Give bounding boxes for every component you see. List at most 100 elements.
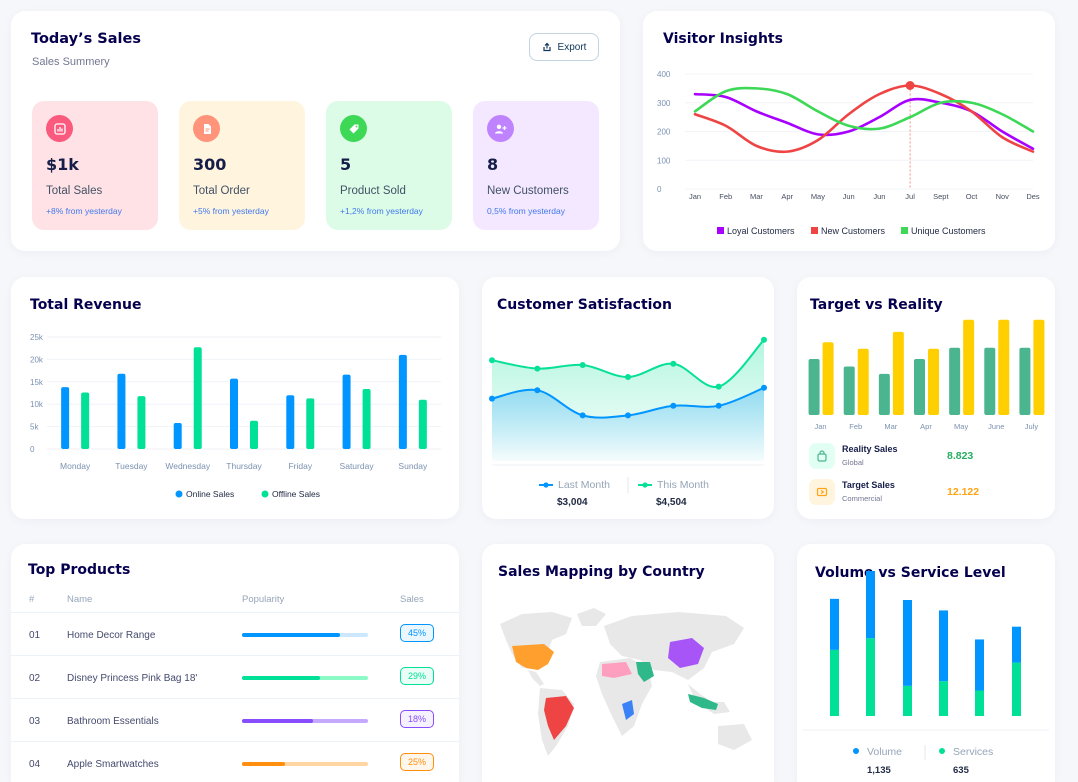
stat-label: New Customers: [487, 185, 569, 197]
y-tick-label: 20k: [30, 355, 44, 364]
stat-total-order: 300 Total Order +5% from yesterday: [179, 101, 305, 230]
legend-label: New Customers: [821, 226, 886, 236]
data-point: [489, 395, 495, 402]
stat-new-customers: 8 New Customers 0,5% from yesterday: [473, 101, 599, 230]
row-number: 02: [29, 673, 41, 684]
series-line: [693, 84, 1035, 154]
stacked-bar-segment: [975, 690, 984, 716]
stacked-bar-segment: [939, 681, 948, 716]
target-vs-reality-card: Target vs Reality Jan Feb Mar Apr May June Jul…: [797, 277, 1055, 519]
stat-change: +1,2% from yesterday: [340, 206, 423, 216]
target-vs-reality-chart: Jan Feb Mar Apr May June July: [808, 319, 1045, 431]
popularity-bar: [242, 719, 368, 723]
volume-service-card: Volume vs Service Level Volume 1,135 Servi…: [797, 544, 1055, 782]
x-tick-label: Apr: [920, 422, 932, 431]
legend-label: Online Sales: [186, 489, 234, 499]
x-tick-label: Friday: [288, 461, 312, 471]
stacked-bar-segment: [866, 571, 875, 639]
stat-label: Total Sales: [46, 185, 103, 197]
stat-change: +8% from yesterday: [46, 206, 122, 216]
legend-dot: [642, 482, 648, 488]
table-row[interactable]: 02 Disney Princess Pink Bag 18' 29%: [11, 655, 459, 697]
legend-dot: [939, 748, 945, 754]
row-number: 01: [29, 630, 41, 641]
africa-pink-region: [602, 662, 632, 678]
highlight-point: [905, 81, 915, 90]
legend-dot: [175, 490, 183, 498]
product-name: Apple Smartwatches: [67, 759, 159, 770]
bar: [998, 319, 1010, 415]
stat-value: $1k: [46, 155, 79, 174]
col-header-popularity: Popularity: [242, 594, 285, 605]
stacked-bar-segment: [1012, 626, 1021, 663]
stacked-bar-segment: [1012, 662, 1021, 716]
x-tick-label: Oct: [966, 192, 979, 201]
stat-label: Product Sold: [340, 185, 406, 197]
legend-dot: [543, 482, 549, 488]
bar: [61, 387, 70, 449]
x-tick-label: Mar: [884, 422, 897, 431]
x-tick-label: Jan: [815, 422, 827, 431]
y-tick-label: 25k: [30, 333, 44, 342]
bar: [230, 378, 238, 449]
popularity-bar: [242, 762, 368, 766]
popularity-bar: [242, 633, 368, 637]
stat-change: +5% from yesterday: [193, 206, 269, 216]
bar: [949, 347, 961, 415]
table-row[interactable]: 04 Apple Smartwatches 25%: [11, 741, 459, 782]
legend-label: This Month: [657, 479, 709, 491]
bar: [1033, 319, 1045, 415]
bar: [892, 331, 904, 415]
sales-badge: 25%: [400, 753, 434, 771]
stacked-bar-segment: [830, 649, 839, 716]
reality-sales-title: Reality Sales: [842, 444, 898, 454]
data-point: [670, 402, 677, 409]
legend-value: $3,004: [557, 497, 588, 508]
stat-label: Total Order: [193, 185, 250, 197]
x-tick-label: Mar: [750, 192, 763, 201]
bar: [928, 348, 939, 415]
reality-sales-value: 8.823: [947, 450, 974, 462]
bar: [306, 398, 315, 449]
legend-label: Unique Customers: [911, 226, 986, 236]
x-tick-label: July: [1025, 422, 1039, 431]
bar: [193, 347, 202, 449]
x-tick-label: Wednesday: [165, 461, 210, 471]
data-point: [579, 412, 586, 419]
total-revenue-card: Total Revenue 0 5k 10k 15k 20k 25k Monday Tuesd…: [11, 277, 459, 519]
stacked-bar-segment: [903, 685, 912, 716]
legend-value: 635: [953, 765, 970, 776]
bar: [808, 359, 820, 415]
popularity-fill: [242, 719, 313, 723]
china-region: [668, 638, 704, 668]
indonesia-region: [688, 694, 718, 710]
bag-icon: [809, 443, 835, 469]
legend-label: Volume: [867, 746, 902, 758]
data-point: [761, 384, 767, 391]
bar: [984, 347, 996, 415]
series-line: [693, 86, 1035, 133]
table-row[interactable]: 01 Home Decor Range 45%: [11, 612, 459, 654]
y-tick-label: 200: [657, 128, 671, 137]
table-row[interactable]: 03 Bathroom Essentials 18%: [11, 698, 459, 740]
sales-mapping-card: Sales Mapping by Country: [482, 544, 774, 782]
volume-service-chart: Volume 1,135 Services 635: [803, 571, 1049, 776]
x-tick-label: Monday: [60, 461, 91, 471]
x-tick-label: Tuesday: [115, 461, 148, 471]
x-tick-label: Feb: [719, 192, 732, 201]
bar: [117, 373, 126, 449]
saudi-region: [636, 662, 654, 682]
export-button[interactable]: Export: [529, 33, 599, 61]
y-tick-label: 5k: [30, 423, 39, 432]
legend-value: $4,504: [656, 497, 687, 508]
top-products-card: Top Products # Name Popularity Sales 01 H…: [11, 544, 459, 782]
bar: [857, 348, 869, 415]
y-tick-label: 300: [657, 99, 671, 108]
sales-mapping-title: Sales Mapping by Country: [498, 564, 705, 580]
stat-total-sales: $1k Total Sales +8% from yesterday: [32, 101, 158, 230]
bar: [418, 399, 427, 449]
todays-sales-card: Today’s Sales Sales Summery Export $1k T…: [11, 11, 620, 251]
popularity-bar: [242, 676, 368, 680]
data-point: [534, 387, 541, 394]
todays-sales-title: Today’s Sales: [31, 31, 141, 47]
